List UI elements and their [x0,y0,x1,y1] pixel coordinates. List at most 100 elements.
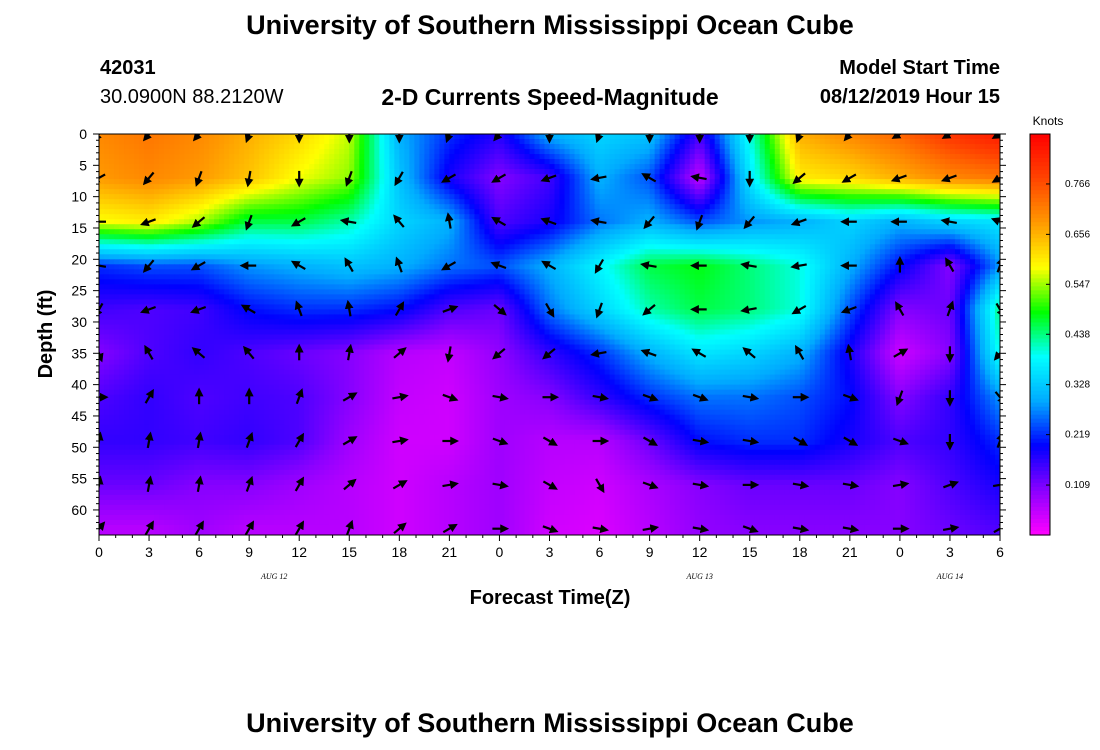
heatmap-cell [760,234,766,240]
heatmap-cell [925,179,931,185]
heatmap-cell [725,169,731,175]
heatmap-cell [444,234,450,240]
heatmap-cell [509,229,515,235]
heatmap-cell [940,199,946,205]
heatmap-cell [164,194,170,200]
heatmap-cell [780,134,786,140]
heatmap-cell [164,169,170,175]
heatmap-cell [284,144,290,150]
heatmap-cell [760,134,766,140]
heatmap-cell [660,184,666,190]
heatmap-cell [570,199,576,205]
heatmap-cell [519,209,525,215]
heatmap-cell [384,249,390,255]
heatmap-cell [214,194,220,200]
heatmap-cell [164,159,170,165]
heatmap-cell [229,214,235,220]
heatmap-cell [274,154,280,160]
heatmap-cell [124,244,130,250]
heatmap-cell [755,259,761,265]
heatmap-cell [685,259,691,265]
heatmap-cell [925,134,931,140]
heatmap-cell [194,214,200,220]
heatmap-cell [695,194,701,200]
heatmap-cell [159,239,165,245]
heatmap-cell [905,254,911,260]
heatmap-cell [885,229,891,235]
heatmap-cell [685,224,691,230]
heatmap-cell [855,164,861,170]
heatmap-cell [214,269,220,275]
heatmap-cell [595,249,601,255]
heatmap-cell [730,189,736,195]
heatmap-cell [374,219,380,225]
heatmap-cell [274,194,280,200]
heatmap-cell [675,189,681,195]
heatmap-cell [630,154,636,160]
heatmap-cell [464,209,470,215]
heatmap-cell [509,134,515,140]
heatmap-cell [690,259,696,265]
heatmap-cell [840,139,846,145]
heatmap-cell [735,184,741,190]
heatmap-cell [555,269,561,275]
heatmap-cell [399,164,405,170]
heatmap-cell [289,249,295,255]
heatmap-cell [104,269,110,275]
heatmap-cell [590,234,596,240]
heatmap-cell [304,269,310,275]
heatmap-cell [680,204,686,210]
heatmap-cell [620,229,626,235]
heatmap-cell [625,239,631,245]
heatmap-cell [605,194,611,200]
heatmap-cell [534,199,540,205]
heatmap-cell [620,234,626,240]
heatmap-cell [529,149,535,155]
heatmap-cell [199,224,205,230]
heatmap-cell [780,239,786,245]
heatmap-cell [615,244,621,250]
heatmap-cell [965,249,971,255]
heatmap-cell [815,214,821,220]
heatmap-cell [990,194,996,200]
heatmap-cell [534,164,540,170]
heatmap-cell [580,149,586,155]
heatmap-cell [920,209,926,215]
heatmap-cell [930,259,936,265]
heatmap-cell [354,144,360,150]
heatmap-cell [324,189,330,195]
heatmap-cell [620,264,626,270]
heatmap-cell [850,179,856,185]
heatmap-cell [915,144,921,150]
heatmap-cell [264,174,270,180]
heatmap-cell [585,189,591,195]
heatmap-cell [519,259,525,265]
heatmap-cell [590,214,596,220]
heatmap-cell [334,264,340,270]
heatmap-cell [695,189,701,195]
heatmap-cell [850,259,856,265]
heatmap-cell [254,144,260,150]
heatmap-cell [509,169,515,175]
heatmap-cell [534,214,540,220]
heatmap-cell [294,209,300,215]
heatmap-cell [274,219,280,225]
heatmap-cell [414,179,420,185]
heatmap-cell [434,134,440,140]
heatmap-cell [149,139,155,145]
heatmap-cell [960,179,966,185]
heatmap-cell [770,154,776,160]
heatmap-cell [389,169,395,175]
heatmap-cell [379,179,385,185]
heatmap-cell [439,184,445,190]
heatmap-cell [560,169,566,175]
heatmap-cell [810,149,816,155]
heatmap-cell [835,154,841,160]
heatmap-cell [499,199,505,205]
heatmap-cell [840,154,846,160]
heatmap-cell [444,229,450,235]
heatmap-cell [715,249,721,255]
heatmap-cell [865,154,871,160]
heatmap-cell [845,164,851,170]
heatmap-cell [514,169,520,175]
